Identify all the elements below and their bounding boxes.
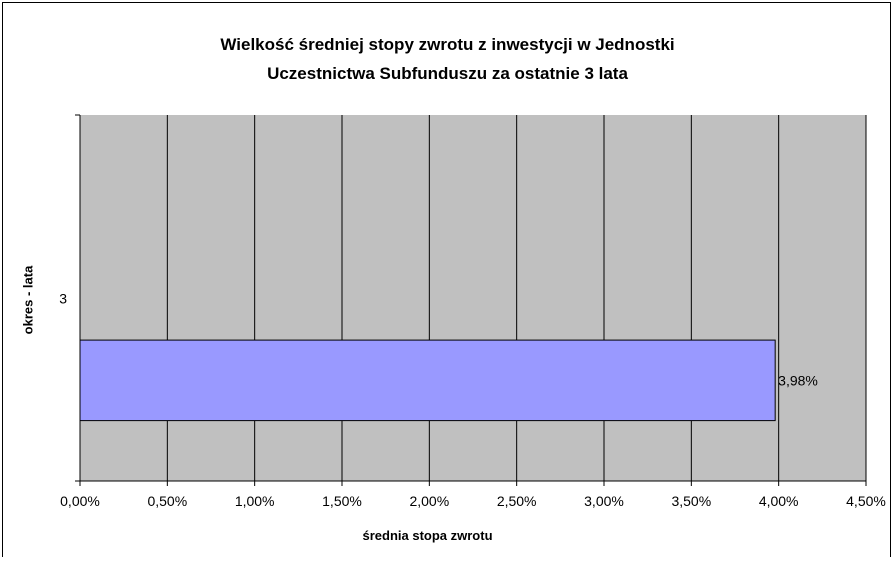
chart-title: Wielkość średniej stopy zwrotu z inwesty…	[0, 30, 895, 88]
bar	[79, 339, 776, 422]
chart-title-line-2: Uczestnictwa Subfunduszu za ostatnie 3 l…	[267, 64, 628, 83]
x-axis-label: średnia stopa zwrotu	[362, 528, 493, 543]
x-tick-label: 0,00%	[60, 493, 100, 509]
plot-area	[80, 115, 866, 481]
x-tick-label: 2,00%	[409, 493, 449, 509]
y-axis-label: okres - lata	[20, 265, 36, 335]
bar-data-label: 3,98%	[778, 372, 818, 388]
x-tick-label: 1,50%	[322, 493, 362, 509]
x-tick-label: 1,00%	[235, 493, 275, 509]
x-tick-label: 0,50%	[147, 493, 187, 509]
x-tick-label: 3,50%	[671, 493, 711, 509]
x-tick-label: 3,00%	[584, 493, 624, 509]
x-tick-label: 4,50%	[846, 493, 886, 509]
chart-title-line-1: Wielkość średniej stopy zwrotu z inwesty…	[220, 35, 675, 54]
y-category-label: 3	[59, 290, 67, 306]
x-tick-label: 4,00%	[759, 493, 799, 509]
x-tick-label: 2,50%	[497, 493, 537, 509]
